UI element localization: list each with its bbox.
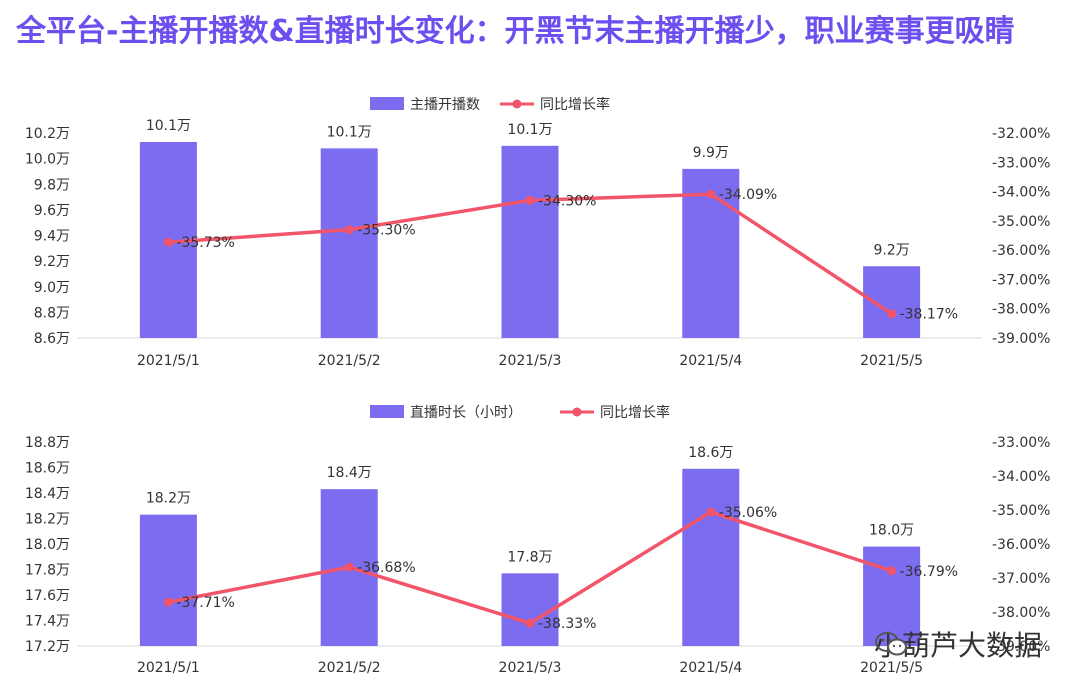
y-right-tick-label: -36.00%	[992, 243, 1050, 259]
y-left-tick-label: 18.2万	[25, 512, 70, 528]
legend-bar-label: 直播时长（小时）	[410, 404, 522, 421]
y-right-tick-label: -35.00%	[992, 214, 1050, 230]
legend-bar-swatch	[370, 97, 404, 110]
bar-data-label: 10.1万	[507, 122, 552, 138]
chart-anchor-count: 主播开播数 同比增长率 8.6万 8.8万 9.0万 9.2万 9.4万 9.6万 9.8万 10…	[25, 96, 1051, 369]
bar-data-label: 18.4万	[327, 465, 372, 481]
x-tick-label: 2021/5/2	[318, 660, 381, 676]
growth-rate-point	[706, 189, 716, 199]
growth-rate-point	[525, 618, 535, 628]
y-right-tick-label: -39.00%	[992, 639, 1050, 655]
growth-rate-label: -35.30%	[357, 223, 415, 239]
bar-data-label: 9.9万	[693, 145, 729, 161]
bar-data-label: 17.8万	[507, 549, 552, 565]
growth-rate-point	[344, 225, 354, 235]
legend-bar-swatch	[370, 405, 404, 418]
legend-line-label: 同比增长率	[600, 404, 670, 421]
legend-line-marker	[572, 407, 582, 417]
wechat-icon	[874, 632, 907, 656]
y-left-tick-label: 18.4万	[25, 486, 70, 502]
x-tick-label: 2021/5/3	[499, 660, 562, 676]
y-right-tick-label: -39.00%	[992, 331, 1050, 347]
growth-rate-point	[525, 195, 535, 205]
bar-data-label: 18.6万	[688, 445, 733, 461]
growth-rate-point	[887, 566, 897, 576]
legend-line-label: 同比增长率	[540, 96, 610, 113]
y-right-tick-label: -38.00%	[992, 302, 1050, 318]
y-right-tick-label: -37.00%	[992, 272, 1050, 288]
watermark: 小葫芦大数据	[874, 624, 1042, 664]
y-left-tick-label: 9.2万	[34, 254, 70, 270]
bar	[320, 148, 378, 338]
legend-line-marker	[512, 99, 522, 109]
y-left-tick-label: 9.0万	[34, 280, 70, 296]
growth-rate-label: -34.09%	[719, 187, 777, 203]
y-left-tick-label: 17.8万	[25, 563, 70, 579]
growth-rate-label: -36.79%	[900, 564, 958, 580]
y-left-tick-label: 10.2万	[25, 126, 70, 142]
growth-rate-point	[344, 562, 354, 572]
y-right-tick-label: -34.00%	[992, 469, 1050, 485]
growth-rate-point	[706, 507, 716, 517]
growth-rate-point	[887, 309, 897, 319]
bar-data-label: 10.1万	[327, 124, 372, 140]
growth-rate-label: -34.30%	[538, 193, 596, 209]
y-left-tick-label: 10.0万	[25, 152, 70, 168]
y-left-tick-label: 18.6万	[25, 461, 70, 477]
y-left-tick-label: 8.6万	[34, 331, 70, 347]
y-right-tick-label: -34.00%	[992, 185, 1050, 201]
x-tick-label: 2021/5/4	[679, 353, 742, 369]
bar-data-label: 9.2万	[873, 242, 909, 258]
growth-rate-label: -37.71%	[176, 595, 234, 611]
y-left-tick-label: 18.8万	[25, 435, 70, 451]
y-left-tick-label: 17.2万	[25, 639, 70, 655]
x-tick-label: 2021/5/3	[499, 353, 562, 369]
bar-data-label: 10.1万	[146, 118, 191, 134]
y-right-tick-label: -32.00%	[992, 126, 1050, 142]
x-tick-label: 2021/5/2	[318, 353, 381, 369]
bar-data-label: 18.2万	[146, 491, 191, 507]
y-left-tick-label: 17.4万	[25, 614, 70, 630]
y-left-tick-label: 17.6万	[25, 588, 70, 604]
growth-rate-label: -35.73%	[176, 235, 234, 251]
y-right-tick-label: -35.00%	[992, 503, 1050, 519]
y-right-tick-label: -33.00%	[992, 435, 1050, 451]
chart-live-duration: 直播时长（小时） 同比增长率 17.2万 17.4万 17.6万 17.8万 18.0万 18…	[25, 404, 1051, 676]
growth-rate-point	[163, 237, 173, 247]
y-left-tick-label: 8.8万	[34, 305, 70, 321]
y-right-tick-label: -37.00%	[992, 571, 1050, 587]
y-left-tick-label: 9.8万	[34, 177, 70, 193]
growth-rate-label: -36.68%	[357, 560, 415, 576]
x-tick-label: 2021/5/5	[860, 660, 923, 676]
legend-bar-label: 主播开播数	[410, 97, 480, 113]
y-left-tick-label: 9.6万	[34, 203, 70, 219]
bar	[682, 468, 740, 646]
bar-data-label: 18.0万	[869, 523, 914, 539]
y-left-tick-label: 18.0万	[25, 537, 70, 553]
x-tick-label: 2021/5/1	[137, 660, 200, 676]
y-right-tick-label: -38.00%	[992, 605, 1050, 621]
y-right-tick-label: -33.00%	[992, 155, 1050, 171]
x-tick-label: 2021/5/1	[137, 353, 200, 369]
growth-rate-label: -35.06%	[719, 505, 777, 521]
y-right-tick-label: -36.00%	[992, 537, 1050, 553]
x-tick-label: 2021/5/5	[860, 353, 923, 369]
growth-rate-point	[163, 597, 173, 607]
x-tick-label: 2021/5/4	[679, 660, 742, 676]
page-title: 全平台-主播开播数&直播时长变化：开黑节末主播开播少，职业赛事更吸睛	[16, 14, 1015, 49]
bar	[139, 514, 197, 646]
y-left-tick-label: 9.4万	[34, 229, 70, 245]
growth-rate-label: -38.17%	[900, 307, 958, 323]
bar	[501, 145, 559, 338]
growth-rate-label: -38.33%	[538, 616, 596, 632]
